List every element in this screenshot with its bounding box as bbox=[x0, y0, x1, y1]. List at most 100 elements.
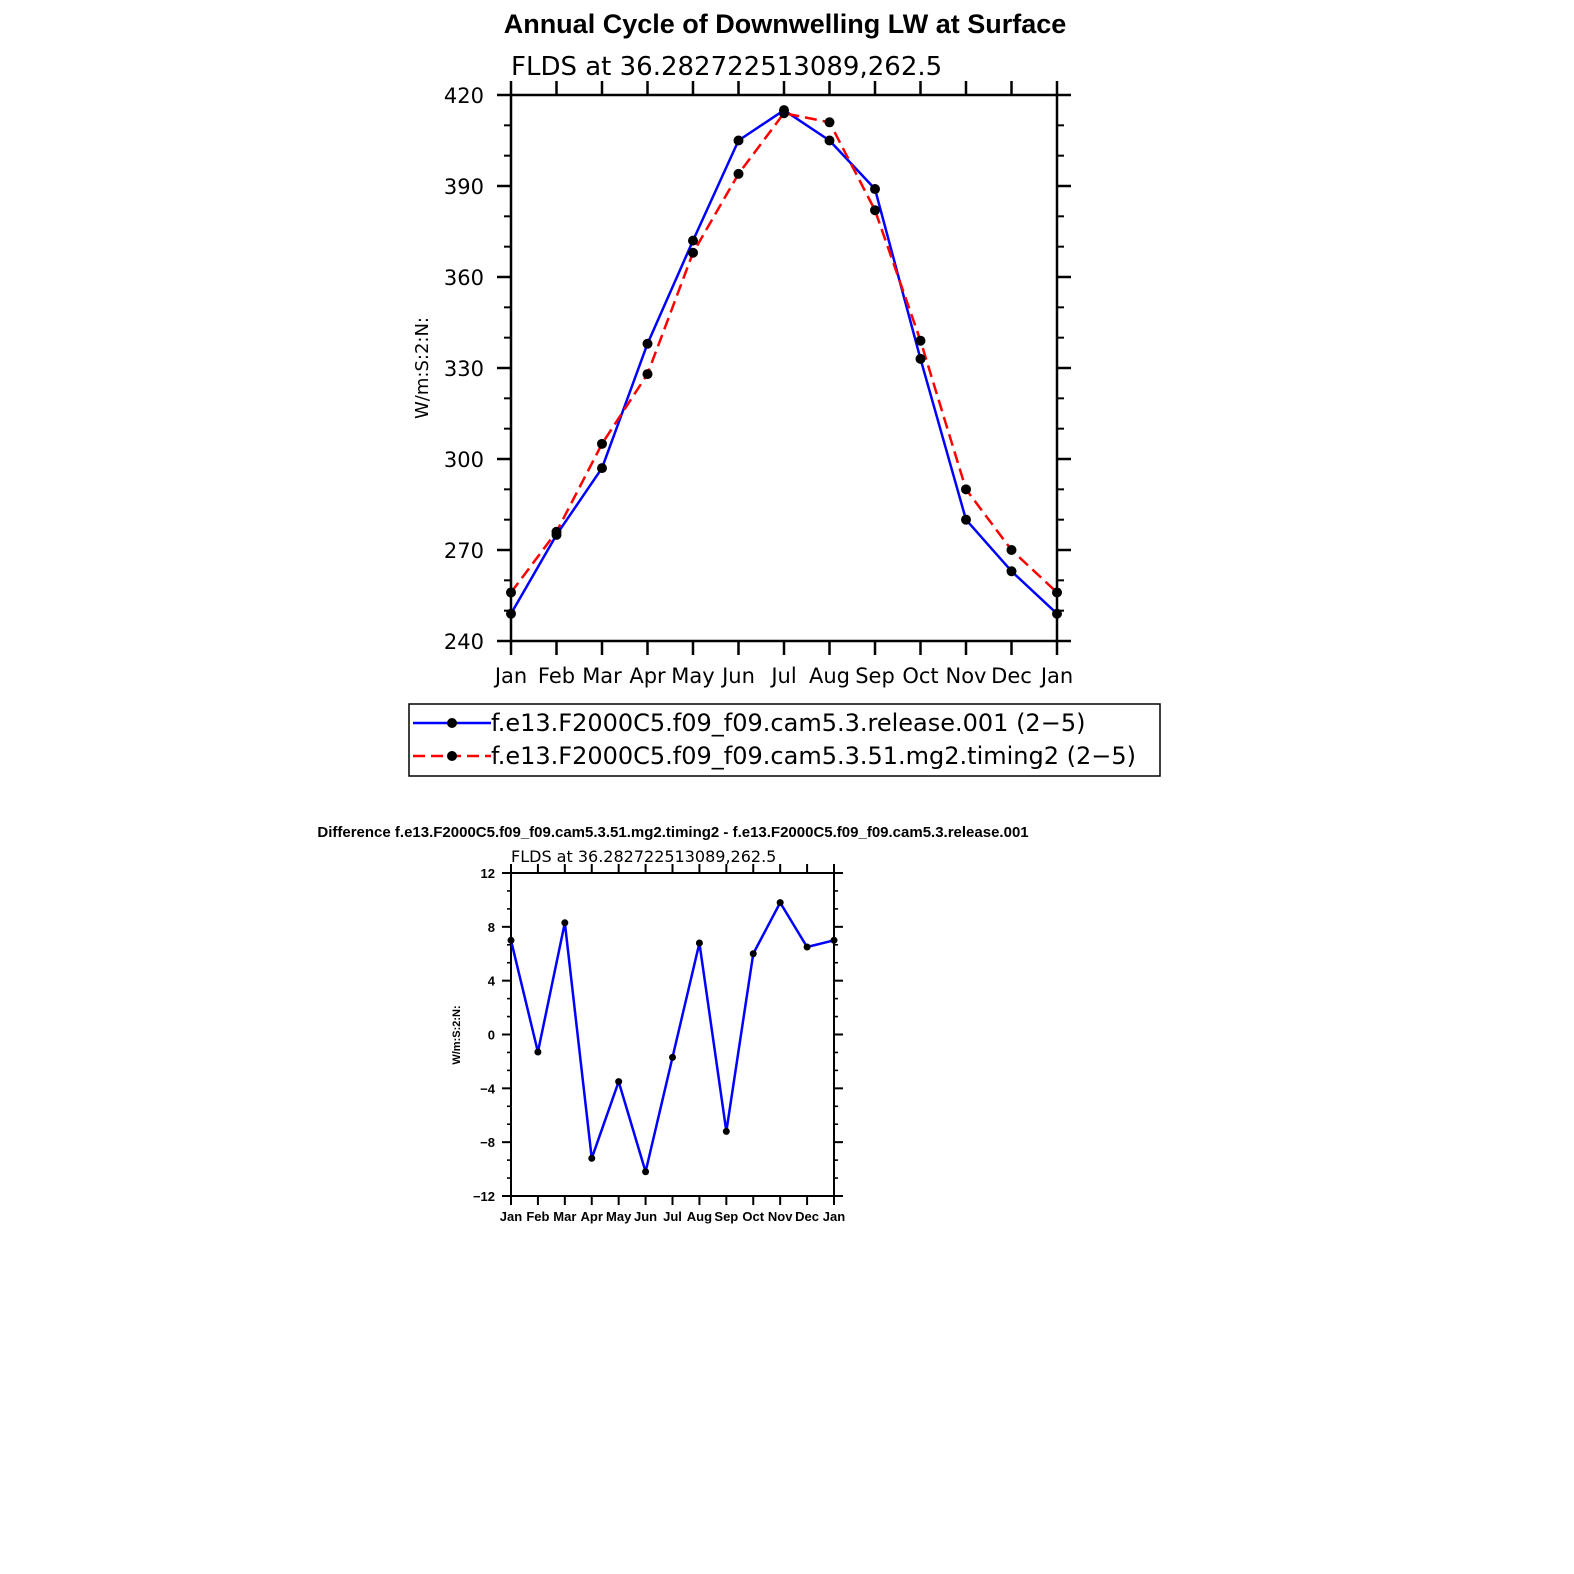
series-2-point bbox=[551, 526, 562, 537]
x-tick-label: Aug bbox=[687, 1209, 712, 1224]
x-tick-label: Nov bbox=[768, 1209, 793, 1224]
series-1-point bbox=[615, 1078, 623, 1086]
legend-box bbox=[408, 703, 1161, 777]
chart2-plot-frame bbox=[510, 872, 835, 1197]
x-tick-label: Dec bbox=[795, 1209, 819, 1224]
y-tick-label: −8 bbox=[480, 1135, 495, 1150]
x-tick-label: Jan bbox=[1039, 664, 1073, 688]
legend-label-series-2: f.e13.F2000C5.f09_f09.cam5.3.51.mg2.timi… bbox=[491, 742, 1136, 770]
chart2-title: Difference f.e13.F2000C5.f09_f09.cam5.3.… bbox=[317, 824, 1028, 841]
y-tick-label: 420 bbox=[444, 84, 484, 108]
chart1-legend: f.e13.F2000C5.f09_f09.cam5.3.release.001… bbox=[408, 703, 1161, 777]
series-1-point bbox=[776, 899, 784, 907]
x-tick-label: Apr bbox=[581, 1209, 603, 1224]
chart1-x-tick-labels: Jan Feb Mar Apr May Jun Jul Aug Sep Oct Nov Dec Jan bbox=[493, 664, 1073, 688]
chart1-series bbox=[506, 105, 1062, 619]
series-1-point bbox=[695, 939, 703, 947]
series-2-point bbox=[597, 438, 607, 449]
chart2-x-tick-labels: Jan Feb Mar Apr May Jun Jul Aug Sep Oct Nov Dec Jan bbox=[500, 1209, 845, 1224]
y-tick-label: 390 bbox=[444, 175, 484, 199]
x-tick-label: Jan bbox=[823, 1209, 845, 1224]
difference-chart: Difference f.e13.F2000C5.f09_f09.cam5.3.… bbox=[317, 824, 1028, 1224]
series-1-point bbox=[597, 463, 607, 474]
series-2-point bbox=[1006, 545, 1017, 555]
x-tick-label: Sep bbox=[714, 1209, 738, 1224]
series-1-point bbox=[749, 950, 757, 958]
x-tick-label: Sep bbox=[855, 664, 895, 688]
series-2-point bbox=[733, 168, 744, 179]
series-1-point bbox=[506, 608, 516, 619]
annual-cycle-chart: Annual Cycle of Downwelling LW at Surfac… bbox=[408, 9, 1161, 777]
x-tick-label: Feb bbox=[526, 1209, 549, 1224]
y-tick-label: 8 bbox=[488, 920, 495, 935]
y-tick-label: 12 bbox=[481, 866, 495, 881]
y-tick-label: −4 bbox=[480, 1081, 496, 1096]
legend-marker-series-1 bbox=[447, 718, 457, 728]
y-tick-label: 240 bbox=[444, 630, 484, 654]
x-tick-label: Oct bbox=[902, 664, 938, 688]
series-2-point bbox=[824, 117, 835, 128]
chart1-ylabel: W/m:S:2:N: bbox=[412, 317, 433, 419]
series-1-point bbox=[561, 919, 569, 927]
x-tick-label: May bbox=[671, 664, 714, 688]
x-tick-label: Mar bbox=[553, 1209, 576, 1224]
x-tick-label: Oct bbox=[742, 1209, 764, 1224]
series-2-point bbox=[915, 335, 926, 346]
x-tick-label: May bbox=[606, 1209, 632, 1224]
x-tick-label: Nov bbox=[946, 664, 987, 688]
chart2-ticks bbox=[502, 864, 843, 1205]
series-1-point bbox=[733, 135, 744, 146]
series-1-point bbox=[824, 135, 835, 146]
y-tick-label: 4 bbox=[488, 974, 496, 989]
x-tick-label: Jul bbox=[663, 1209, 682, 1224]
series-1-point bbox=[1052, 608, 1062, 619]
x-tick-label: Apr bbox=[629, 664, 666, 688]
y-tick-label: 270 bbox=[444, 539, 484, 563]
y-tick-label: 330 bbox=[444, 357, 484, 381]
series-2-point bbox=[1052, 587, 1062, 598]
series-1-point bbox=[507, 936, 515, 944]
series-1-point bbox=[669, 1053, 676, 1061]
chart2-ylabel: W/m:S:2:N: bbox=[451, 1005, 463, 1064]
series-1-point bbox=[722, 1127, 730, 1135]
series-2-point bbox=[642, 369, 653, 380]
chart1-y-tick-labels: 240 270 300 330 360 390 420 bbox=[444, 84, 484, 654]
x-tick-label: Mar bbox=[582, 664, 622, 688]
series-1-point bbox=[830, 936, 838, 944]
y-tick-label: 0 bbox=[488, 1028, 495, 1043]
series-2-point bbox=[506, 587, 516, 598]
x-tick-label: Dec bbox=[991, 664, 1032, 688]
x-tick-label: Jun bbox=[720, 664, 755, 688]
series-1-point bbox=[588, 1154, 596, 1162]
legend-marker-series-2 bbox=[447, 751, 457, 761]
chart2-y-tick-labels: −12 −8 −4 0 4 8 12 bbox=[473, 866, 496, 1204]
y-tick-label: −12 bbox=[473, 1189, 495, 1204]
chart1-ticks bbox=[497, 81, 1071, 655]
series-1-point bbox=[688, 235, 698, 246]
series-2-point bbox=[779, 108, 789, 119]
x-tick-label: Jun bbox=[634, 1209, 657, 1224]
chart1-subtitle: FLDS at 36.282722513089,262.5 bbox=[511, 52, 942, 82]
chart1-plot-frame bbox=[509, 93, 1059, 643]
series-2-point bbox=[688, 247, 698, 258]
series-2-point bbox=[961, 484, 971, 495]
chart1-title: Annual Cycle of Downwelling LW at Surfac… bbox=[504, 9, 1067, 39]
series-2-point bbox=[870, 205, 880, 216]
x-tick-label: Jan bbox=[500, 1209, 522, 1224]
chart2-series bbox=[507, 899, 838, 1176]
x-tick-label: Jul bbox=[769, 664, 796, 688]
y-tick-label: 300 bbox=[444, 448, 484, 472]
series-line-1 bbox=[509, 901, 835, 1174]
series-1-point bbox=[961, 514, 971, 525]
series-1-point bbox=[642, 338, 653, 349]
x-tick-label: Jan bbox=[493, 664, 527, 688]
chart2-subtitle: FLDS at 36.282722513089,262.5 bbox=[511, 847, 776, 866]
series-1-point bbox=[1006, 566, 1017, 577]
series-line-2 bbox=[509, 111, 1058, 594]
y-tick-label: 360 bbox=[444, 266, 484, 290]
series-line-1 bbox=[509, 108, 1058, 615]
series-1-point bbox=[803, 943, 811, 951]
series-1-point bbox=[642, 1168, 650, 1176]
x-tick-label: Feb bbox=[538, 664, 575, 688]
